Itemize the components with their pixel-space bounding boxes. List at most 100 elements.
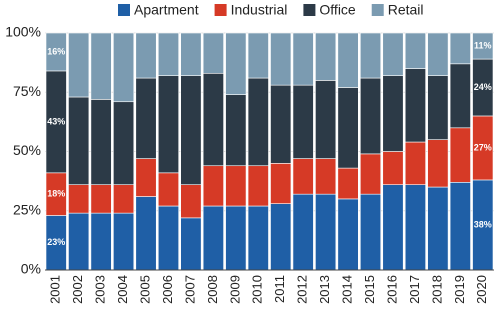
y-tick-label: 25%	[13, 201, 41, 217]
bar-segment	[157, 32, 180, 76]
data-label: 18%	[47, 189, 65, 199]
x-tick-label: 2004	[115, 275, 130, 304]
bar-segment	[382, 32, 404, 76]
data-label: 16%	[47, 46, 65, 56]
data-label: 43%	[47, 116, 65, 126]
legend-swatch	[371, 4, 384, 16]
bar-segment	[382, 151, 404, 185]
bar-segment	[247, 32, 269, 79]
x-tick-label: 2018	[429, 275, 444, 304]
bar-segment	[315, 80, 337, 159]
bar-segment	[449, 32, 471, 65]
bar-segment	[292, 32, 314, 86]
bar-segment	[359, 32, 382, 79]
bar-segment	[292, 193, 314, 271]
y-tick-label: 100%	[5, 24, 41, 40]
bar-segment	[135, 196, 157, 271]
bar-segment	[315, 32, 337, 81]
bar-segment	[90, 184, 112, 214]
bar-segment	[337, 198, 359, 271]
x-tick-label: 2006	[160, 275, 175, 304]
bar-segment	[449, 63, 471, 129]
bar-segment	[427, 186, 449, 271]
bar-segment	[135, 32, 157, 79]
data-label: 27%	[474, 142, 492, 152]
x-tick-label: 2012	[295, 275, 310, 304]
bar-segment	[270, 203, 292, 271]
bar-segment	[202, 165, 224, 207]
bar-segment	[337, 87, 359, 169]
bar-segment	[202, 205, 224, 271]
bar-segment	[90, 32, 112, 100]
data-label: 23%	[47, 237, 65, 247]
bar-segment	[337, 32, 359, 88]
x-tick-label: 2010	[250, 275, 265, 304]
bar-segment	[292, 84, 314, 159]
bar-segment	[427, 32, 449, 76]
bar-segment	[404, 184, 426, 271]
x-tick-label: 2009	[227, 275, 242, 304]
x-tick-label: 2019	[452, 275, 467, 304]
x-tick-label: 2013	[317, 275, 332, 304]
bar-segment	[135, 158, 157, 197]
bar-segment	[157, 75, 180, 174]
bar-segment	[90, 99, 112, 185]
bar-segment	[270, 163, 292, 204]
bar-segment	[359, 193, 382, 271]
legend-label: Apartment	[134, 2, 199, 18]
bar-segment	[247, 77, 269, 167]
x-tick-label: 2003	[93, 275, 108, 304]
bar-segment	[68, 32, 90, 98]
legend-label: Retail	[388, 2, 424, 18]
bar-segment	[180, 184, 202, 219]
bar-segment	[315, 158, 337, 195]
bar-segment	[225, 94, 247, 167]
bar-segment	[113, 101, 135, 185]
x-tick-label: 2002	[70, 275, 85, 304]
data-label: 38%	[474, 219, 492, 229]
legend-label: Industrial	[231, 2, 288, 18]
bar-segment	[202, 32, 224, 74]
bar-segment	[180, 75, 202, 185]
y-tick-label: 0%	[21, 261, 41, 277]
x-tick-label: 2011	[272, 275, 287, 303]
bar-segment	[135, 77, 157, 159]
bar-segment	[68, 184, 90, 214]
y-tick-label: 50%	[13, 142, 41, 158]
legend-swatch	[303, 4, 316, 16]
legend-label: Office	[319, 2, 356, 18]
bar-segment	[180, 32, 202, 76]
bar-segment	[113, 184, 135, 214]
bar-segment	[157, 205, 180, 271]
bar-segment	[359, 77, 382, 155]
bar-segment	[270, 32, 292, 86]
legend-swatch	[214, 4, 227, 16]
x-tick-label: 2001	[48, 275, 63, 304]
bar-segment	[45, 32, 67, 72]
bar-segment	[315, 193, 337, 271]
x-tick-label: 2016	[384, 275, 399, 304]
bar-segment	[472, 32, 494, 60]
bar-segment	[404, 68, 426, 143]
x-tick-label: 2007	[182, 275, 197, 304]
bar-segment	[449, 127, 471, 183]
bar-segment	[382, 75, 404, 152]
x-tick-label: 2017	[407, 275, 422, 304]
bar-segment	[382, 184, 404, 271]
bar-segment	[68, 96, 90, 185]
bar-segment	[180, 217, 202, 271]
bar-segment	[225, 32, 247, 95]
x-tick-label: 2020	[474, 275, 489, 304]
bar-segment	[427, 75, 449, 140]
y-tick-label: 75%	[13, 83, 41, 99]
x-tick-label: 2014	[340, 275, 355, 304]
bar-segment	[404, 32, 426, 69]
bar-segment	[90, 212, 112, 271]
bar-segment	[337, 167, 359, 200]
bar-segment	[359, 153, 382, 195]
bar-segment	[449, 182, 471, 271]
bar-segment	[157, 172, 180, 207]
bar-segment	[202, 72, 224, 167]
